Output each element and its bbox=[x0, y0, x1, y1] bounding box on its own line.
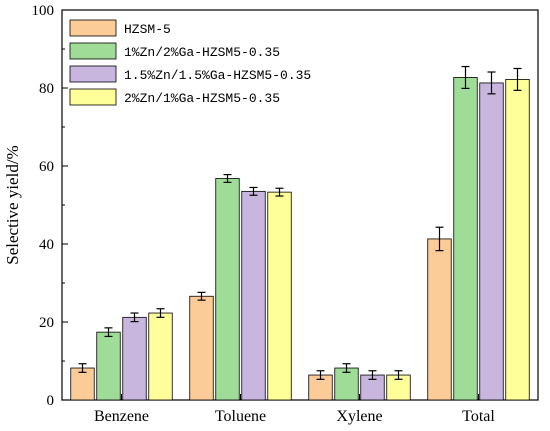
bar bbox=[453, 77, 478, 401]
bar bbox=[479, 82, 504, 401]
bar bbox=[148, 312, 173, 401]
bar bbox=[267, 191, 292, 401]
bar bbox=[505, 79, 530, 401]
bar bbox=[189, 295, 214, 401]
bar bbox=[215, 178, 240, 401]
bar bbox=[241, 190, 266, 401]
legend-label: HZSM-5 bbox=[124, 22, 171, 37]
bar bbox=[96, 331, 121, 401]
legend: HZSM-5 1%Zn/2%Ga-HZSM5-0.35 1.5%Zn/1.5%Ga-… bbox=[69, 19, 311, 106]
bar bbox=[122, 316, 147, 401]
bar bbox=[427, 238, 452, 401]
y-tick-label: 80 bbox=[39, 81, 54, 97]
y-tick-label: 40 bbox=[39, 237, 54, 253]
x-tick-label: Xylene bbox=[336, 408, 382, 425]
y-axis-title: Selective yield/% bbox=[3, 145, 22, 264]
legend-swatch bbox=[69, 65, 117, 83]
legend-label: 1%Zn/2%Ga-HZSM5-0.35 bbox=[124, 45, 280, 60]
legend-swatch bbox=[69, 42, 117, 60]
y-tick-label: 0 bbox=[47, 393, 55, 409]
legend-label: 2%Zn/1%Ga-HZSM5-0.35 bbox=[124, 91, 280, 106]
y-tick-label: 100 bbox=[32, 3, 55, 19]
x-tick-label: Total bbox=[462, 408, 495, 425]
legend-swatch bbox=[69, 88, 117, 106]
y-tick-label: 60 bbox=[39, 159, 54, 175]
legend-label: 1.5%Zn/1.5%Ga-HZSM5-0.35 bbox=[124, 68, 311, 83]
x-tick-label: Benzene bbox=[94, 408, 149, 425]
y-tick-label: 20 bbox=[39, 315, 54, 331]
x-tick-label: Toluene bbox=[215, 408, 266, 425]
legend-swatch bbox=[69, 19, 117, 37]
plot-area: 0 20 40 60 80 100 Benzene Toluene Xylene Total bbox=[32, 3, 539, 425]
